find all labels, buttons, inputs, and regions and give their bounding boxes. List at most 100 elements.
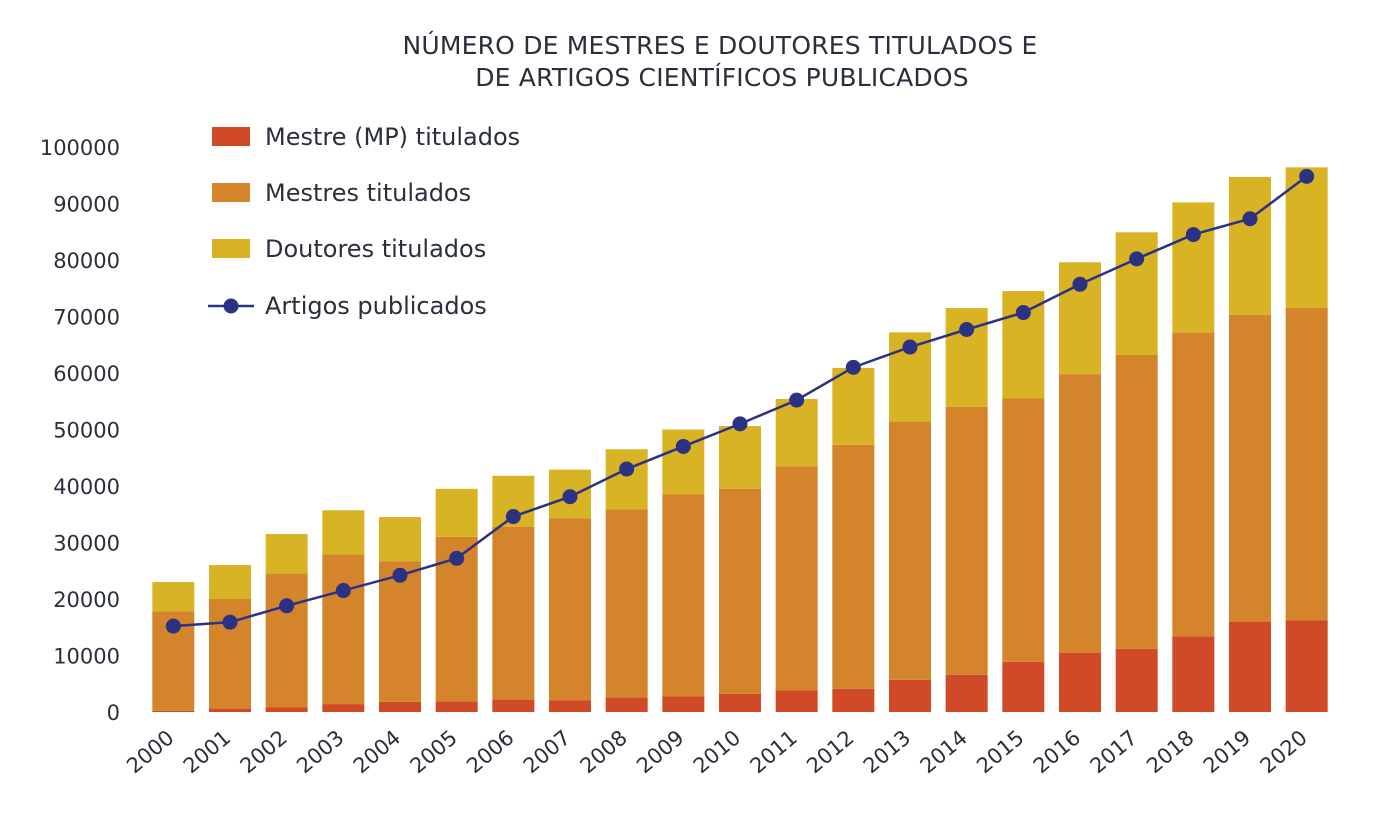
x-tick-label: 2001	[179, 725, 235, 778]
bar-mestre-mp-titulados-2013	[889, 679, 931, 712]
bar-mestre-mp-titulados-2007	[549, 700, 591, 712]
x-tick-label: 2019	[1199, 725, 1255, 778]
point-artigos-publicados-2010	[732, 416, 748, 432]
legend: Mestre (MP) titulados Mestres titulados Do…	[208, 123, 520, 320]
bar-mestre-mp-titulados-2003	[322, 704, 365, 712]
x-tick-label: 2005	[406, 725, 462, 778]
bar-mestre-mp-titulados-2016	[1059, 652, 1101, 712]
chart-title-line-2: DE ARTIGOS CIENTÍFICOS PUBLICADOS	[475, 63, 969, 92]
y-tick-label: 40000	[53, 475, 120, 499]
x-tick-label: 2011	[746, 725, 802, 778]
y-tick-label: 50000	[53, 419, 120, 443]
y-tick-label: 90000	[53, 193, 120, 217]
bar-doutores-titulados-2017	[1115, 232, 1158, 355]
bar-doutores-titulados-2002	[265, 534, 308, 574]
x-tick-label: 2016	[1029, 725, 1085, 778]
y-tick-label: 80000	[53, 249, 120, 273]
bar-mestres-titulados-2019	[1229, 314, 1271, 622]
legend-label: Artigos publicados	[265, 292, 487, 320]
bar-mestre-mp-titulados-2017	[1115, 648, 1158, 712]
bar-mestre-mp-titulados-2005	[435, 701, 478, 712]
point-artigos-publicados-2016	[1072, 276, 1088, 292]
bar-mestres-titulados-2020	[1285, 308, 1328, 621]
legend-point-marker	[223, 298, 239, 314]
point-artigos-publicados-2006	[505, 509, 521, 525]
x-tick-label: 2012	[802, 725, 858, 778]
x-axis: 2000 2001 2002 2003 2004 2005 2006 2007 2008 2009…	[122, 725, 1312, 778]
bar-mestres-titulados-2008	[605, 509, 648, 698]
line-group	[165, 168, 1315, 634]
bar-doutores-titulados-2020	[1285, 167, 1328, 309]
y-tick-label: 20000	[53, 588, 120, 612]
point-artigos-publicados-2009	[675, 438, 691, 454]
x-tick-label: 2015	[972, 725, 1028, 778]
bar-doutores-titulados-2000	[152, 582, 195, 612]
bar-mestre-mp-titulados-2018	[1172, 636, 1215, 712]
bar-mestre-mp-titulados-2010	[719, 693, 761, 712]
point-artigos-publicados-2002	[279, 598, 295, 614]
x-tick-label: 2013	[859, 725, 915, 778]
y-tick-label: 0	[107, 701, 120, 725]
bar-group	[152, 167, 1328, 712]
y-axis: 0 10000 20000 30000 40000 50000 60000 70000 8000…	[40, 136, 120, 725]
point-artigos-publicados-2007	[562, 489, 578, 505]
bar-mestres-titulados-2012	[832, 444, 875, 689]
bar-mestres-titulados-2011	[775, 466, 818, 691]
bar-mestre-mp-titulados-2011	[775, 690, 818, 712]
bar-mestre-mp-titulados-2019	[1229, 621, 1271, 712]
bar-mestre-mp-titulados-2015	[1002, 661, 1045, 712]
point-artigos-publicados-2004	[392, 567, 408, 583]
point-artigos-publicados-2018	[1185, 227, 1201, 243]
bar-mestres-titulados-2014	[945, 406, 988, 675]
bar-mestre-mp-titulados-2001	[209, 708, 251, 712]
bar-doutores-titulados-2011	[775, 398, 818, 467]
point-artigos-publicados-2014	[959, 321, 975, 337]
bar-mestres-titulados-2013	[889, 421, 931, 680]
bar-mestres-titulados-2010	[719, 488, 761, 694]
legend-swatch	[212, 183, 250, 202]
point-artigos-publicados-2011	[789, 392, 805, 408]
y-tick-label: 10000	[53, 645, 120, 669]
bar-mestres-titulados-2004	[379, 561, 421, 702]
x-tick-label: 2017	[1086, 725, 1142, 778]
bar-doutores-titulados-2003	[322, 510, 365, 555]
point-artigos-publicados-2017	[1129, 251, 1145, 267]
x-tick-label: 2020	[1256, 725, 1312, 778]
bar-mestres-titulados-2016	[1059, 374, 1101, 653]
bar-mestres-titulados-2007	[549, 518, 591, 701]
x-tick-label: 2002	[236, 725, 292, 778]
x-tick-label: 2004	[349, 725, 405, 778]
bar-mestre-mp-titulados-2004	[379, 701, 421, 712]
x-tick-label: 2009	[632, 725, 688, 778]
bar-doutores-titulados-2004	[379, 517, 421, 562]
point-artigos-publicados-2012	[845, 359, 861, 375]
y-tick-label: 100000	[40, 136, 120, 160]
x-tick-label: 2000	[122, 725, 178, 778]
x-tick-label: 2018	[1142, 725, 1198, 778]
bar-doutores-titulados-2008	[605, 449, 648, 510]
legend-label: Mestre (MP) titulados	[265, 123, 520, 151]
bar-mestres-titulados-2002	[265, 573, 308, 708]
bar-doutores-titulados-2012	[832, 367, 875, 445]
x-tick-label: 2003	[292, 725, 348, 778]
bar-doutores-titulados-2001	[209, 565, 251, 599]
x-tick-label: 2008	[576, 725, 632, 778]
bar-mestres-titulados-2003	[322, 554, 365, 705]
point-artigos-publicados-2001	[222, 614, 238, 630]
y-tick-label: 70000	[53, 306, 120, 330]
bar-doutores-titulados-2018	[1172, 202, 1215, 333]
y-tick-label: 30000	[53, 532, 120, 556]
point-artigos-publicados-2003	[335, 583, 351, 599]
legend-swatch	[212, 239, 250, 258]
chart-title-line-1: NÚMERO DE MESTRES E DOUTORES TITULADOS E	[402, 30, 1037, 60]
y-tick-label: 60000	[53, 362, 120, 386]
bar-doutores-titulados-2019	[1229, 176, 1271, 315]
point-artigos-publicados-2000	[165, 618, 181, 634]
bar-mestre-mp-titulados-2009	[662, 696, 705, 712]
point-artigos-publicados-2020	[1299, 168, 1315, 184]
x-tick-label: 2006	[462, 725, 518, 778]
bar-mestres-titulados-2006	[492, 526, 535, 700]
x-tick-label: 2007	[519, 725, 575, 778]
point-artigos-publicados-2019	[1242, 211, 1258, 227]
